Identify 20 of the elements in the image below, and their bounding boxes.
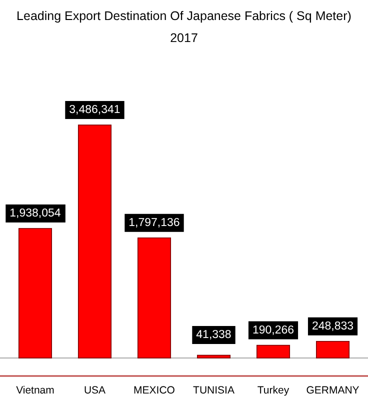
bar (137, 237, 172, 358)
data-label: 1,938,054 (10, 207, 62, 220)
data-label: 248,833 (312, 320, 354, 332)
x-tick-label: USA (84, 384, 106, 397)
data-label: 3,486,341 (69, 104, 120, 116)
chart-subtitle: 2017 (170, 31, 198, 45)
bar (256, 344, 290, 358)
data-label: 41,338 (196, 329, 232, 341)
x-tick-label: Vietnam (16, 384, 55, 397)
x-tick-label: TUNISIA (193, 384, 234, 397)
bar (18, 228, 52, 358)
data-label: 190,266 (252, 324, 294, 336)
data-label: 1,797,136 (128, 216, 180, 229)
x-tick-label: GERMANY (306, 384, 360, 397)
bar (196, 354, 231, 358)
x-tick-label: MEXICO (134, 384, 175, 397)
bar (316, 340, 350, 358)
bar (78, 124, 112, 358)
chart-title: Leading Export Destination Of Japanese Fabrics ( Sq Meter) (16, 9, 352, 23)
x-tick-label: Turkey (257, 384, 290, 397)
